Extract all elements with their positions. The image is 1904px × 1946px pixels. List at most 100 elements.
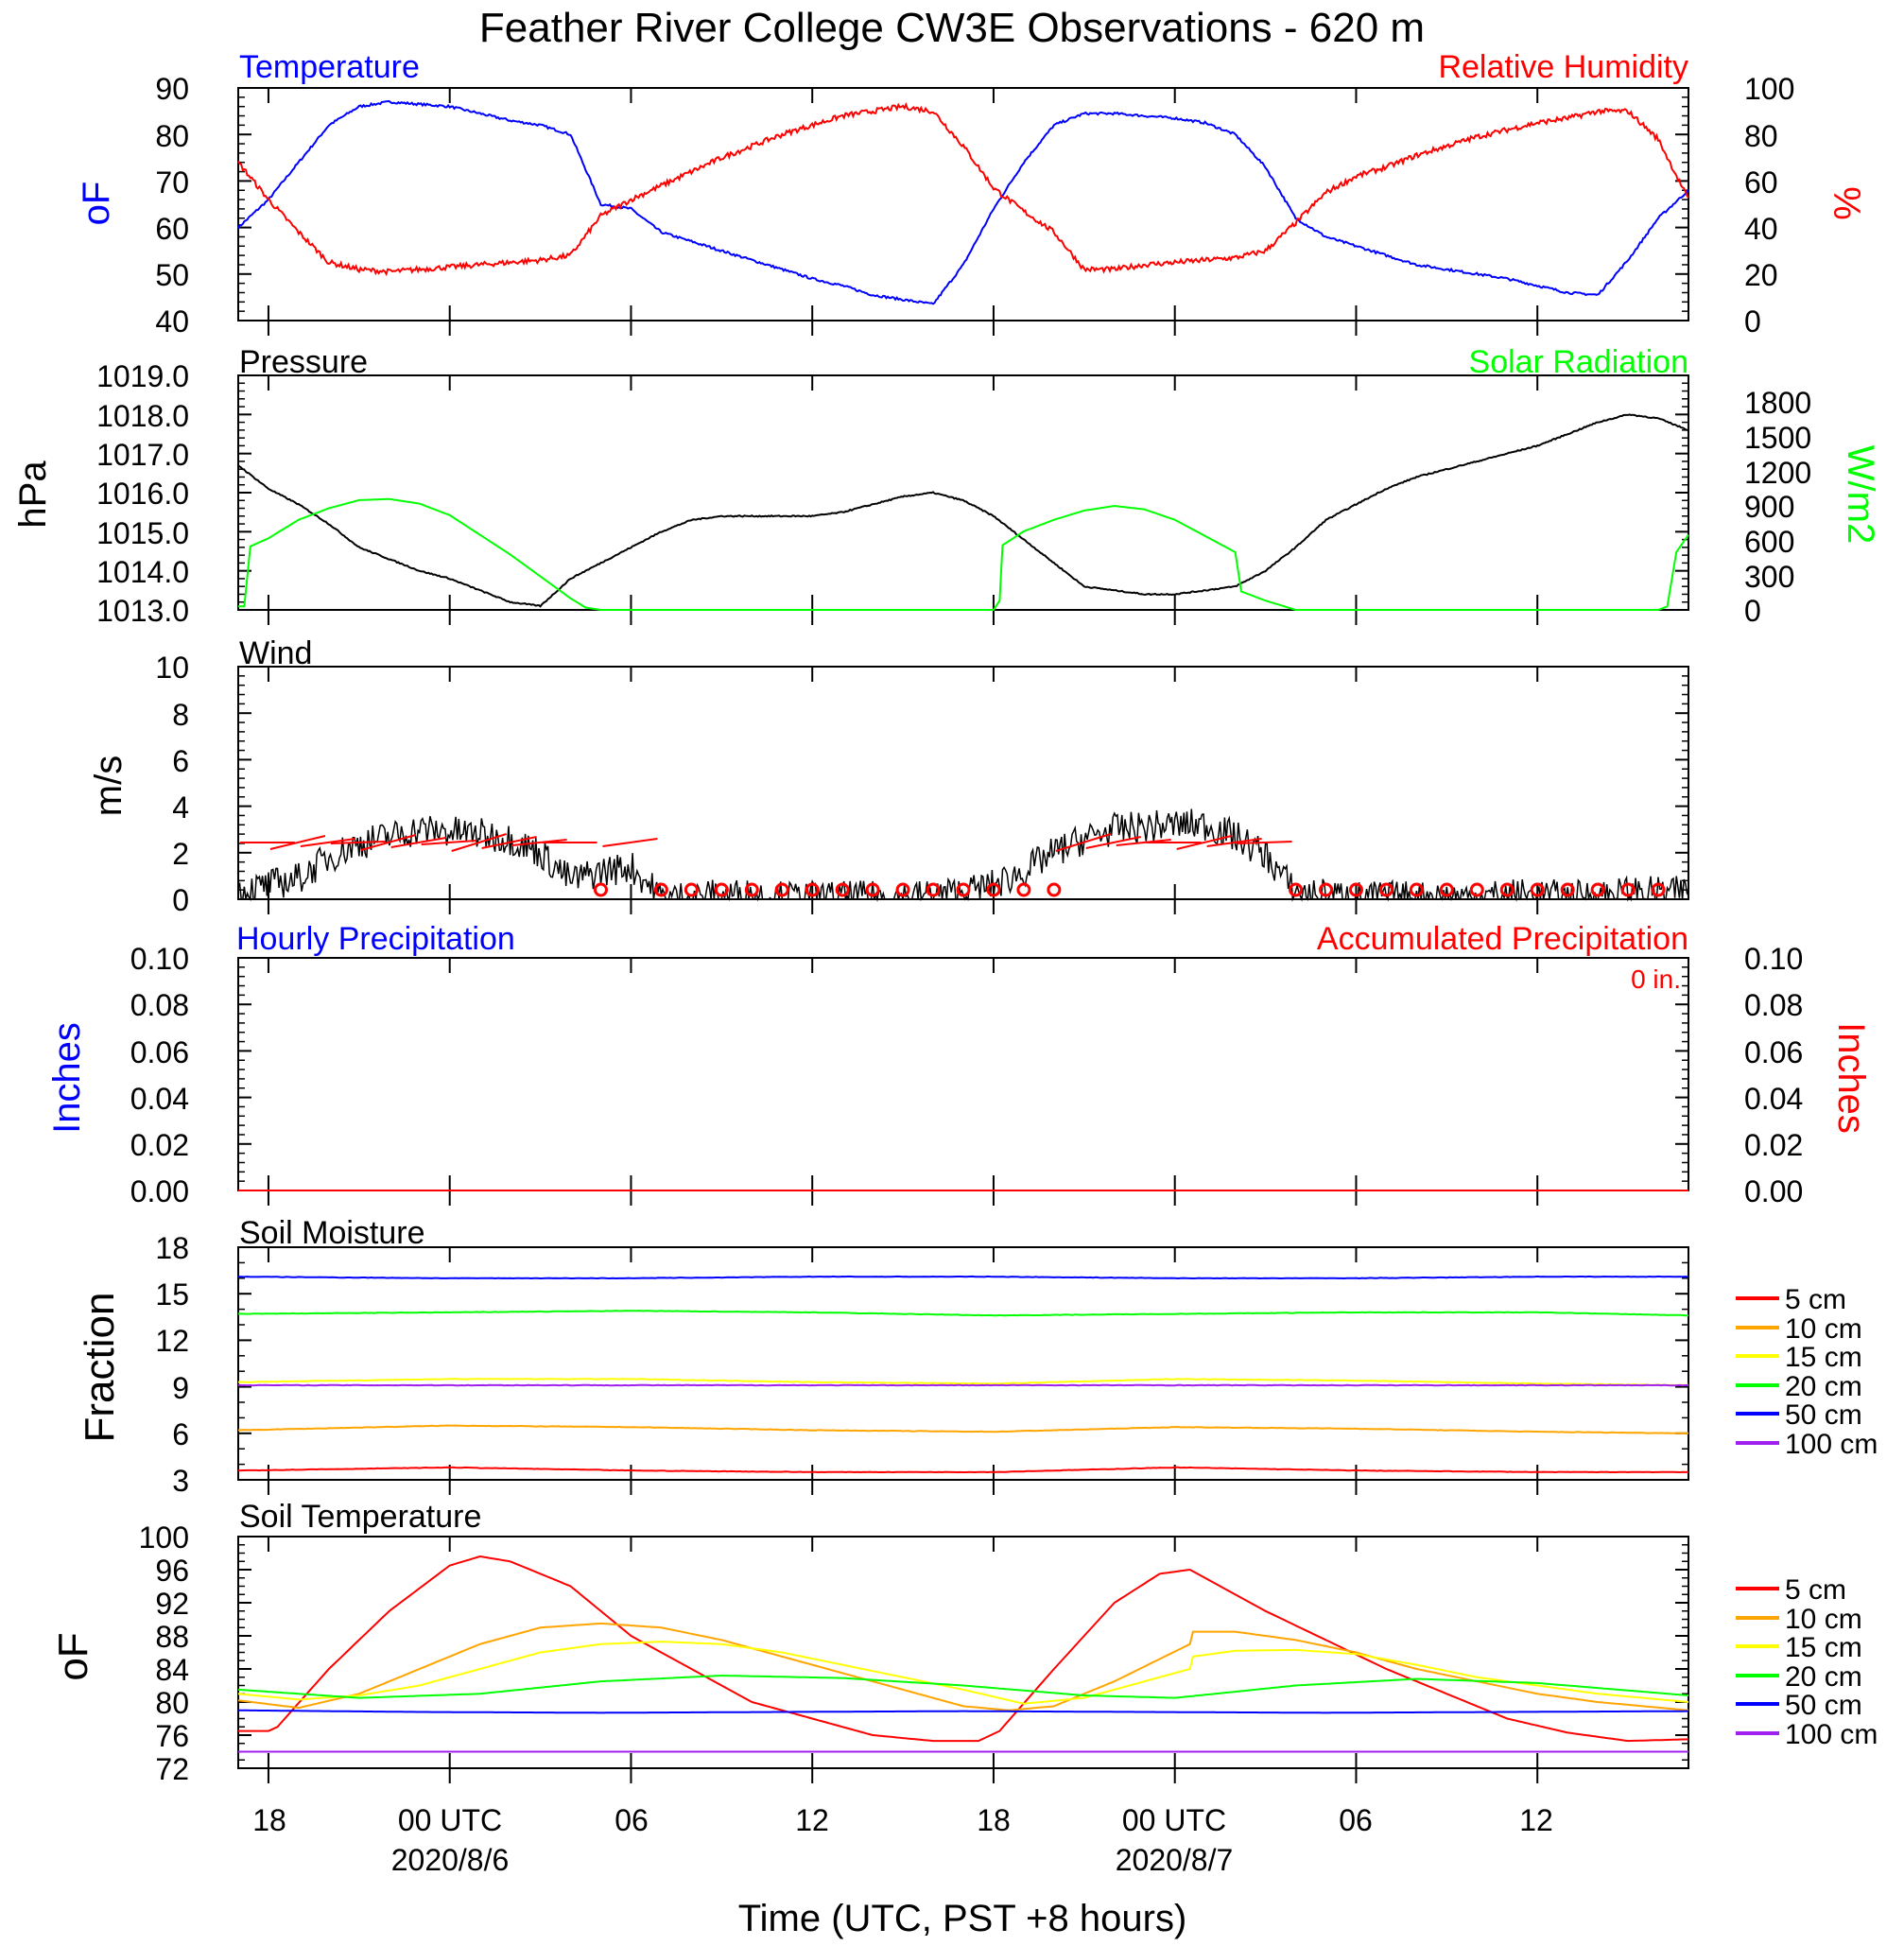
st-tick-80: 80 [155,1686,189,1720]
soil-temp-line-10cm [237,1622,1689,1711]
wind-barb-calm [1560,882,1575,897]
wind-barb-calm [1378,882,1393,897]
plot-layer [237,87,1689,1783]
wind-barb-calm [1016,882,1031,897]
humidity-unit: % [1826,186,1867,220]
soil-moisture-axis-ticks: 18 15 12 9 6 3 [155,1231,189,1498]
st-legend-label-10cm: 10 cm [1785,1604,1862,1635]
st-legend-label-50cm: 50 cm [1785,1690,1862,1721]
precip-left-tick-0.00: 0.00 [130,1174,189,1208]
wind-title: Wind [239,635,312,671]
sm-tick-12: 12 [155,1324,189,1358]
panel-pressure-solar: Pressure Solar Radiation 1019.0 1018.0 1… [12,344,1881,628]
wind-barb-calm [926,882,941,897]
panel-soil-temperature: Soil Temperature 100 96 92 88 84 80 76 7… [50,1499,481,1786]
rh-tick-60: 60 [1744,165,1778,200]
series-line-relative-humidity [237,101,1689,277]
wind-barb-calm [956,882,971,897]
temp-tick-40: 40 [155,304,189,339]
wind-tick-10: 10 [155,651,189,685]
time-tick-label-4: 18 [977,1803,1011,1837]
wind-barb-calm [744,882,759,897]
wind-barb-calm [1620,882,1636,897]
solar-tick-1500: 1500 [1744,421,1811,455]
time-tick-label-1: 00 UTC [398,1803,502,1837]
wind-barb-calm [1289,882,1304,897]
panel-frame-soil_t [237,1536,1689,1769]
solar-title: Solar Radiation [1469,344,1688,380]
rh-tick-80: 80 [1744,119,1778,153]
pressure-tick-1018: 1018.0 [96,399,189,433]
precip-left-tick-0.04: 0.04 [130,1082,189,1116]
wind-barb-calm [1409,882,1424,897]
solar-tick-1800: 1800 [1744,386,1811,420]
soil-temp-line-50cm [238,1709,1688,1714]
wind-barb-calm [805,882,820,897]
precip-right-tick-0.04: 0.04 [1744,1082,1803,1116]
temp-tick-70: 70 [155,165,189,200]
rh-tick-0: 0 [1744,304,1761,339]
wind-barb-calm [895,882,910,897]
wind-barb [1176,835,1232,850]
series-line-wind-speed [237,808,1689,902]
panel-frame-temp_rh [237,87,1689,321]
precip-left-tick-0.10: 0.10 [130,942,189,976]
sm-legend-label-15cm: 15 cm [1785,1342,1862,1373]
time-tick-label-7: 12 [1519,1803,1553,1837]
temp-tick-80: 80 [155,119,189,153]
wind-barb-calm [1651,882,1666,897]
pressure-tick-1013: 1013.0 [96,594,189,628]
st-tick-100: 100 [139,1520,189,1555]
solar-tick-1200: 1200 [1744,456,1811,490]
panel-frame-precip [237,957,1689,1191]
series-line-solar-radiation [238,497,1689,611]
precip-right-axis-ticks: 0.10 0.08 0.06 0.04 0.02 0.00 [1744,942,1803,1208]
pressure-tick-1019: 1019.0 [96,359,189,393]
precip-right-tick-0.10: 0.10 [1744,942,1803,976]
precip-right-unit: Inches [1830,1022,1872,1134]
sm-legend-label-10cm: 10 cm [1785,1313,1862,1345]
precip-right-tick-0.06: 0.06 [1744,1035,1803,1069]
wind-barb [1055,833,1112,852]
wind-barb-calm [1590,882,1605,897]
wind-barb-calm [774,882,789,897]
soil-temp-legend: 5 cm 10 cm 15 cm 20 cm 50 cm 100 cm [1736,1574,1878,1750]
wind-barb [451,833,507,852]
hourly-precip-title: Hourly Precipitation [236,921,515,957]
sm-tick-18: 18 [155,1231,189,1265]
sm-tick-6: 6 [172,1417,189,1451]
wind-barb-calm [653,882,668,897]
date-label-1: 2020/8/6 [391,1843,510,1877]
wind-barb [602,838,658,847]
sm-legend-label-50cm: 50 cm [1785,1399,1862,1431]
wind-barb [300,838,356,847]
pressure-title: Pressure [239,344,368,380]
solar-tick-600: 600 [1744,525,1794,559]
chart-title: Feather River College CW3E Observations … [479,5,1425,51]
wind-tick-0: 0 [172,883,189,917]
wind-barb [481,836,537,849]
temp-tick-50: 50 [155,258,189,292]
wind-tick-2: 2 [172,837,189,871]
soil-temp-line-5cm [238,1555,1689,1743]
soil-moisture-line-10cm [237,1424,1689,1435]
wind-barb-calm [1499,882,1515,897]
temperature-unit: oF [76,182,117,226]
st-legend-label-20cm: 20 cm [1785,1661,1862,1693]
wind-barb-calm [714,882,729,897]
soil-moisture-line-5cm [237,1466,1689,1474]
soil-temp-line-20cm [237,1674,1689,1699]
pressure-tick-1017: 1017.0 [96,438,189,472]
accum-precip-title: Accumulated Precipitation [1317,921,1688,957]
wind-barb-calm [986,882,1001,897]
soil-moisture-line-20cm [238,1310,1688,1317]
precip-left-unit: Inches [46,1022,88,1134]
panel-soil-moisture: Soil Moisture 18 15 12 9 6 3 Fraction [77,1215,425,1498]
wind-barb-calm [1348,882,1363,897]
rh-tick-100: 100 [1744,72,1794,106]
sm-legend-label-100cm: 100 cm [1785,1429,1878,1460]
solar-tick-0: 0 [1744,594,1761,628]
st-tick-88: 88 [155,1620,189,1654]
wind-barb [360,834,417,851]
precip-right-tick-0.02: 0.02 [1744,1128,1803,1162]
